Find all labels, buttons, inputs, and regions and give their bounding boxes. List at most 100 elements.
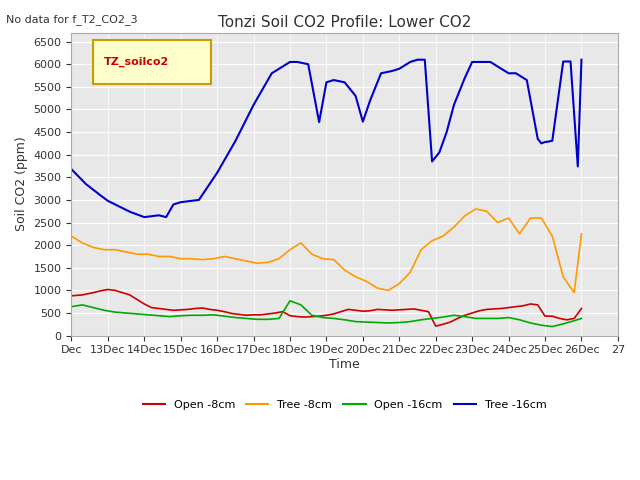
- Tree -8cm: [461, 213, 468, 218]
- Open -16cm: [352, 319, 360, 324]
- Tree -8cm: [111, 247, 119, 252]
- Tree -8cm: [439, 233, 447, 239]
- Open -16cm: [188, 312, 195, 318]
- Tree -8cm: [253, 260, 261, 266]
- Open -16cm: [461, 314, 468, 320]
- Tree -8cm: [198, 257, 206, 263]
- Open -8cm: [198, 305, 206, 311]
- Tree -8cm: [472, 206, 479, 212]
- Tree -16cm: [450, 102, 458, 108]
- Line: Open -16cm: Open -16cm: [72, 301, 582, 326]
- Open -16cm: [275, 315, 283, 321]
- Tree -16cm: [305, 61, 312, 67]
- Open -16cm: [264, 316, 272, 322]
- Open -16cm: [232, 315, 239, 321]
- Tree -8cm: [286, 247, 294, 252]
- Tree -8cm: [297, 240, 305, 246]
- Open -16cm: [90, 305, 97, 311]
- Open -8cm: [359, 308, 367, 314]
- Tree -8cm: [210, 256, 218, 262]
- Open -16cm: [79, 302, 86, 308]
- Open -16cm: [450, 312, 458, 318]
- Open -8cm: [104, 287, 111, 292]
- Tree -8cm: [188, 256, 195, 262]
- Open -16cm: [330, 315, 337, 321]
- Open -16cm: [100, 307, 108, 313]
- Open -16cm: [177, 313, 184, 319]
- X-axis label: Time: Time: [329, 358, 360, 371]
- Line: Tree -8cm: Tree -8cm: [72, 209, 582, 293]
- Tree -8cm: [68, 233, 76, 239]
- Open -16cm: [210, 312, 218, 318]
- Tree -8cm: [177, 256, 184, 262]
- Tree -8cm: [221, 253, 228, 259]
- Open -8cm: [578, 306, 586, 312]
- Open -16cm: [406, 319, 414, 324]
- Text: TZ_soilco2: TZ_soilco2: [104, 56, 169, 67]
- Tree -8cm: [406, 269, 414, 275]
- Tree -8cm: [396, 281, 403, 287]
- Open -16cm: [363, 319, 371, 325]
- Tree -8cm: [122, 249, 130, 255]
- Tree -16cm: [68, 166, 76, 172]
- Tree -8cm: [548, 233, 556, 239]
- Tree -16cm: [436, 150, 444, 156]
- Tree -8cm: [90, 244, 97, 250]
- Open -16cm: [374, 320, 381, 325]
- Tree -8cm: [319, 256, 326, 262]
- Tree -8cm: [330, 257, 337, 263]
- Tree -8cm: [516, 231, 524, 237]
- Tree -8cm: [483, 208, 491, 214]
- Line: Tree -16cm: Tree -16cm: [72, 60, 582, 217]
- Open -16cm: [417, 317, 425, 323]
- Open -16cm: [68, 304, 76, 310]
- Open -8cm: [519, 303, 527, 309]
- Open -16cm: [111, 309, 119, 315]
- Open -16cm: [516, 317, 524, 323]
- Tree -8cm: [494, 220, 502, 226]
- Open -16cm: [133, 311, 141, 317]
- Open -16cm: [494, 315, 502, 321]
- Open -16cm: [319, 315, 326, 321]
- Open -16cm: [578, 315, 586, 321]
- Open -16cm: [396, 320, 403, 325]
- Tree -8cm: [527, 215, 534, 221]
- Tree -16cm: [82, 181, 90, 187]
- Line: Open -8cm: Open -8cm: [72, 289, 582, 326]
- Open -16cm: [483, 315, 491, 321]
- Text: No data for f_T2_CO2_3: No data for f_T2_CO2_3: [6, 14, 138, 25]
- Open -16cm: [166, 314, 173, 320]
- Tree -8cm: [133, 252, 141, 257]
- Legend: Open -8cm, Tree -8cm, Open -16cm, Tree -16cm: Open -8cm, Tree -8cm, Open -16cm, Tree -…: [138, 396, 551, 415]
- Tree -16cm: [406, 59, 414, 65]
- Open -16cm: [559, 321, 567, 327]
- Tree -8cm: [428, 238, 436, 243]
- Open -16cm: [538, 323, 545, 328]
- Open -8cm: [432, 323, 440, 329]
- Tree -8cm: [340, 267, 348, 273]
- Open -8cm: [293, 314, 301, 320]
- Tree -8cm: [275, 256, 283, 262]
- Open -16cm: [198, 312, 206, 318]
- Open -16cm: [527, 320, 534, 326]
- Open -16cm: [221, 313, 228, 319]
- Open -16cm: [385, 320, 392, 326]
- Open -16cm: [439, 314, 447, 320]
- Open -16cm: [297, 302, 305, 308]
- Open -8cm: [148, 305, 156, 311]
- Open -16cm: [286, 298, 294, 304]
- Tree -8cm: [352, 274, 360, 280]
- Tree -8cm: [363, 278, 371, 284]
- Open -16cm: [472, 315, 479, 321]
- Open -16cm: [144, 312, 152, 318]
- Tree -8cm: [374, 285, 381, 291]
- Open -16cm: [570, 318, 578, 324]
- Y-axis label: Soil CO2 (ppm): Soil CO2 (ppm): [15, 137, 28, 231]
- Tree -8cm: [166, 253, 173, 259]
- Tree -8cm: [417, 247, 425, 252]
- Tree -8cm: [570, 290, 578, 296]
- Open -16cm: [243, 315, 250, 321]
- Open -16cm: [340, 317, 348, 323]
- Tree -8cm: [385, 288, 392, 293]
- Tree -8cm: [243, 258, 250, 264]
